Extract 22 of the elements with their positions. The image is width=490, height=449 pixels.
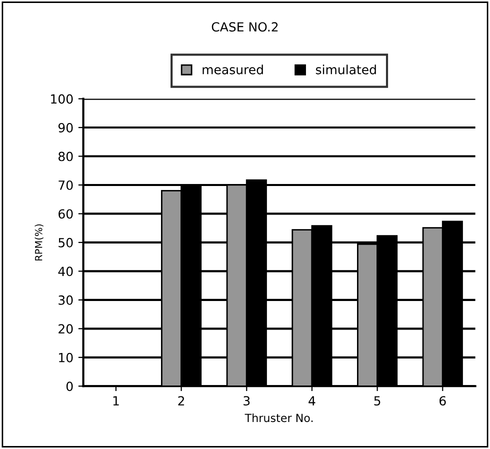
x-tick-label: 1 xyxy=(113,396,119,406)
y-tick-label: 60 xyxy=(58,209,73,219)
y-tick-label: 70 xyxy=(58,180,73,190)
x-tick-label: 2 xyxy=(178,396,184,406)
x-axis-title: Thruster No. xyxy=(244,414,313,422)
x-tick-label: 5 xyxy=(374,396,380,406)
x-tick-label: 6 xyxy=(440,396,446,406)
y-tick-label: 10 xyxy=(59,352,73,362)
y-tick-label: 30 xyxy=(58,295,73,305)
y-tick-label: 90 xyxy=(58,122,73,132)
x-tick-label: 4 xyxy=(308,396,316,406)
y-tick-label: 20 xyxy=(58,324,73,334)
y-tick-label: 80 xyxy=(58,152,73,162)
y-tick-label: 0 xyxy=(66,382,73,392)
chart-title: CASE NO.2 xyxy=(212,22,278,32)
y-axis-title: RPM(%) xyxy=(34,224,44,260)
y-tick-label: 50 xyxy=(58,238,73,248)
legend-label: measured xyxy=(202,64,263,74)
y-tick-label: 100 xyxy=(51,94,73,104)
y-tick-label: 40 xyxy=(58,266,73,276)
legend-label: simulated xyxy=(316,64,376,74)
x-tick-label: 3 xyxy=(244,396,250,406)
